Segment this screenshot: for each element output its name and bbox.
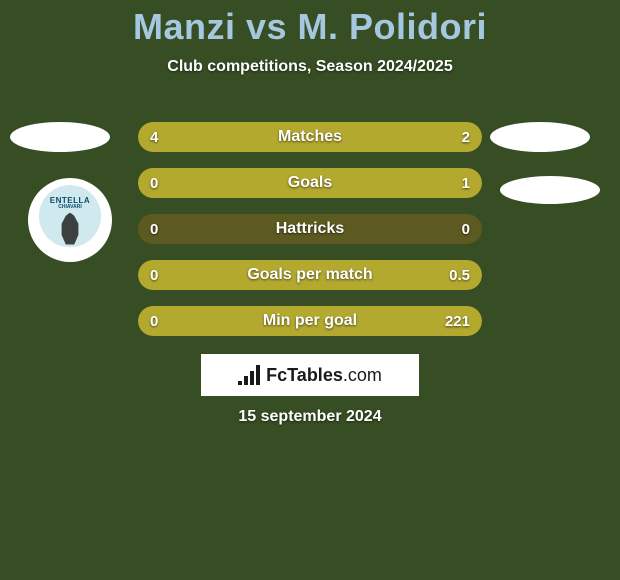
player2-name: M. Polidori bbox=[298, 6, 488, 47]
stat-fill-right bbox=[138, 168, 482, 198]
stat-row: Min per goal0221 bbox=[138, 306, 482, 336]
infographic-root: Manzi vs M. Polidori Club competitions, … bbox=[0, 0, 620, 580]
stat-fill-left bbox=[138, 122, 367, 152]
vs-label: vs bbox=[246, 6, 287, 47]
stat-row: Goals01 bbox=[138, 168, 482, 198]
stat-value-left: 0 bbox=[150, 214, 158, 244]
brand-box: FcTables.com bbox=[201, 354, 419, 396]
stat-value-right: 0 bbox=[462, 214, 470, 244]
page-title: Manzi vs M. Polidori bbox=[0, 0, 620, 48]
brand-text-bold: FcTables bbox=[266, 365, 343, 385]
side-ellipse-right-2 bbox=[500, 176, 600, 204]
stat-fill-right bbox=[367, 122, 482, 152]
stat-fill-right bbox=[138, 306, 482, 336]
stat-label: Hattricks bbox=[138, 214, 482, 244]
club-badge-inner: ENTELLA CHIAVARI bbox=[32, 182, 108, 258]
badge-sub-text: CHIAVARI bbox=[58, 204, 81, 210]
club-badge-left: ENTELLA CHIAVARI bbox=[28, 178, 112, 262]
brand-text: FcTables.com bbox=[266, 365, 382, 386]
stat-bars: Matches42 Goals01 Hattricks0 0 Goals per mat… bbox=[138, 122, 482, 352]
stat-row: Goals per match00.5 bbox=[138, 260, 482, 290]
badge-figure-icon bbox=[56, 213, 84, 245]
date-text: 15 september 2024 bbox=[0, 408, 620, 426]
stat-fill-right bbox=[138, 260, 482, 290]
side-ellipse-right-1 bbox=[490, 122, 590, 152]
player1-name: Manzi bbox=[133, 6, 236, 47]
bar-chart-icon bbox=[238, 365, 260, 385]
stat-row: Matches42 bbox=[138, 122, 482, 152]
stat-row: Hattricks0 0 bbox=[138, 214, 482, 244]
brand-text-light: .com bbox=[343, 365, 382, 385]
subtitle: Club competitions, Season 2024/2025 bbox=[0, 58, 620, 76]
side-ellipse-left-0 bbox=[10, 122, 110, 152]
